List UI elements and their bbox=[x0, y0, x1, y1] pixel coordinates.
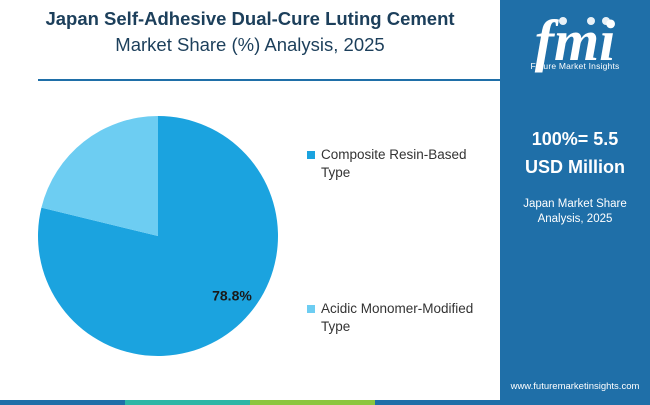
panel-caption-line1: Japan Market Share bbox=[523, 198, 627, 210]
logo-subtitle: Future Market Insights bbox=[530, 61, 620, 71]
legend-label: Composite Resin-Based Type bbox=[321, 147, 467, 180]
bar-segment bbox=[125, 400, 250, 405]
fmi-logo: fmi bbox=[535, 8, 616, 73]
market-total: 100%= 5.5 USD Million bbox=[500, 125, 650, 181]
bar-segment bbox=[250, 400, 375, 405]
panel-caption-line2: Analysis, 2025 bbox=[537, 213, 613, 225]
title-divider bbox=[38, 79, 500, 81]
bar-segment bbox=[0, 400, 125, 405]
chart-title: Japan Self-Adhesive Dual-Cure Luting Cem… bbox=[0, 6, 500, 58]
chart-title-line2: Market Share (%) Analysis, 2025 bbox=[115, 34, 385, 55]
panel-caption: Japan Market Share Analysis, 2025 bbox=[500, 197, 650, 227]
market-total-value: 100%= 5.5 bbox=[531, 129, 619, 149]
legend-swatch bbox=[307, 151, 315, 159]
bar-segment bbox=[375, 400, 500, 405]
market-total-unit: USD Million bbox=[525, 157, 625, 177]
data-label-composite-resin: 78.8% bbox=[212, 287, 252, 303]
legend-label: Acidic Monomer-Modified Type bbox=[321, 301, 474, 334]
pie-chart: 78.8% bbox=[37, 116, 279, 356]
legend-swatch bbox=[307, 305, 315, 313]
summary-panel: fmi Future Market Insights 100%= 5.5 USD… bbox=[500, 0, 650, 405]
chart-title-line1: Japan Self-Adhesive Dual-Cure Luting Cem… bbox=[45, 8, 455, 29]
legend-item-composite-resin: Composite Resin-Based Type bbox=[307, 146, 496, 182]
bottom-color-bar bbox=[0, 400, 500, 405]
legend-item-acidic-monomer: Acidic Monomer-Modified Type bbox=[307, 300, 496, 336]
pie-slice-acidic-monomer bbox=[41, 116, 159, 236]
logo-text: fmi bbox=[535, 8, 616, 73]
website-link[interactable]: www.futuremarketinsights.com bbox=[510, 381, 640, 392]
